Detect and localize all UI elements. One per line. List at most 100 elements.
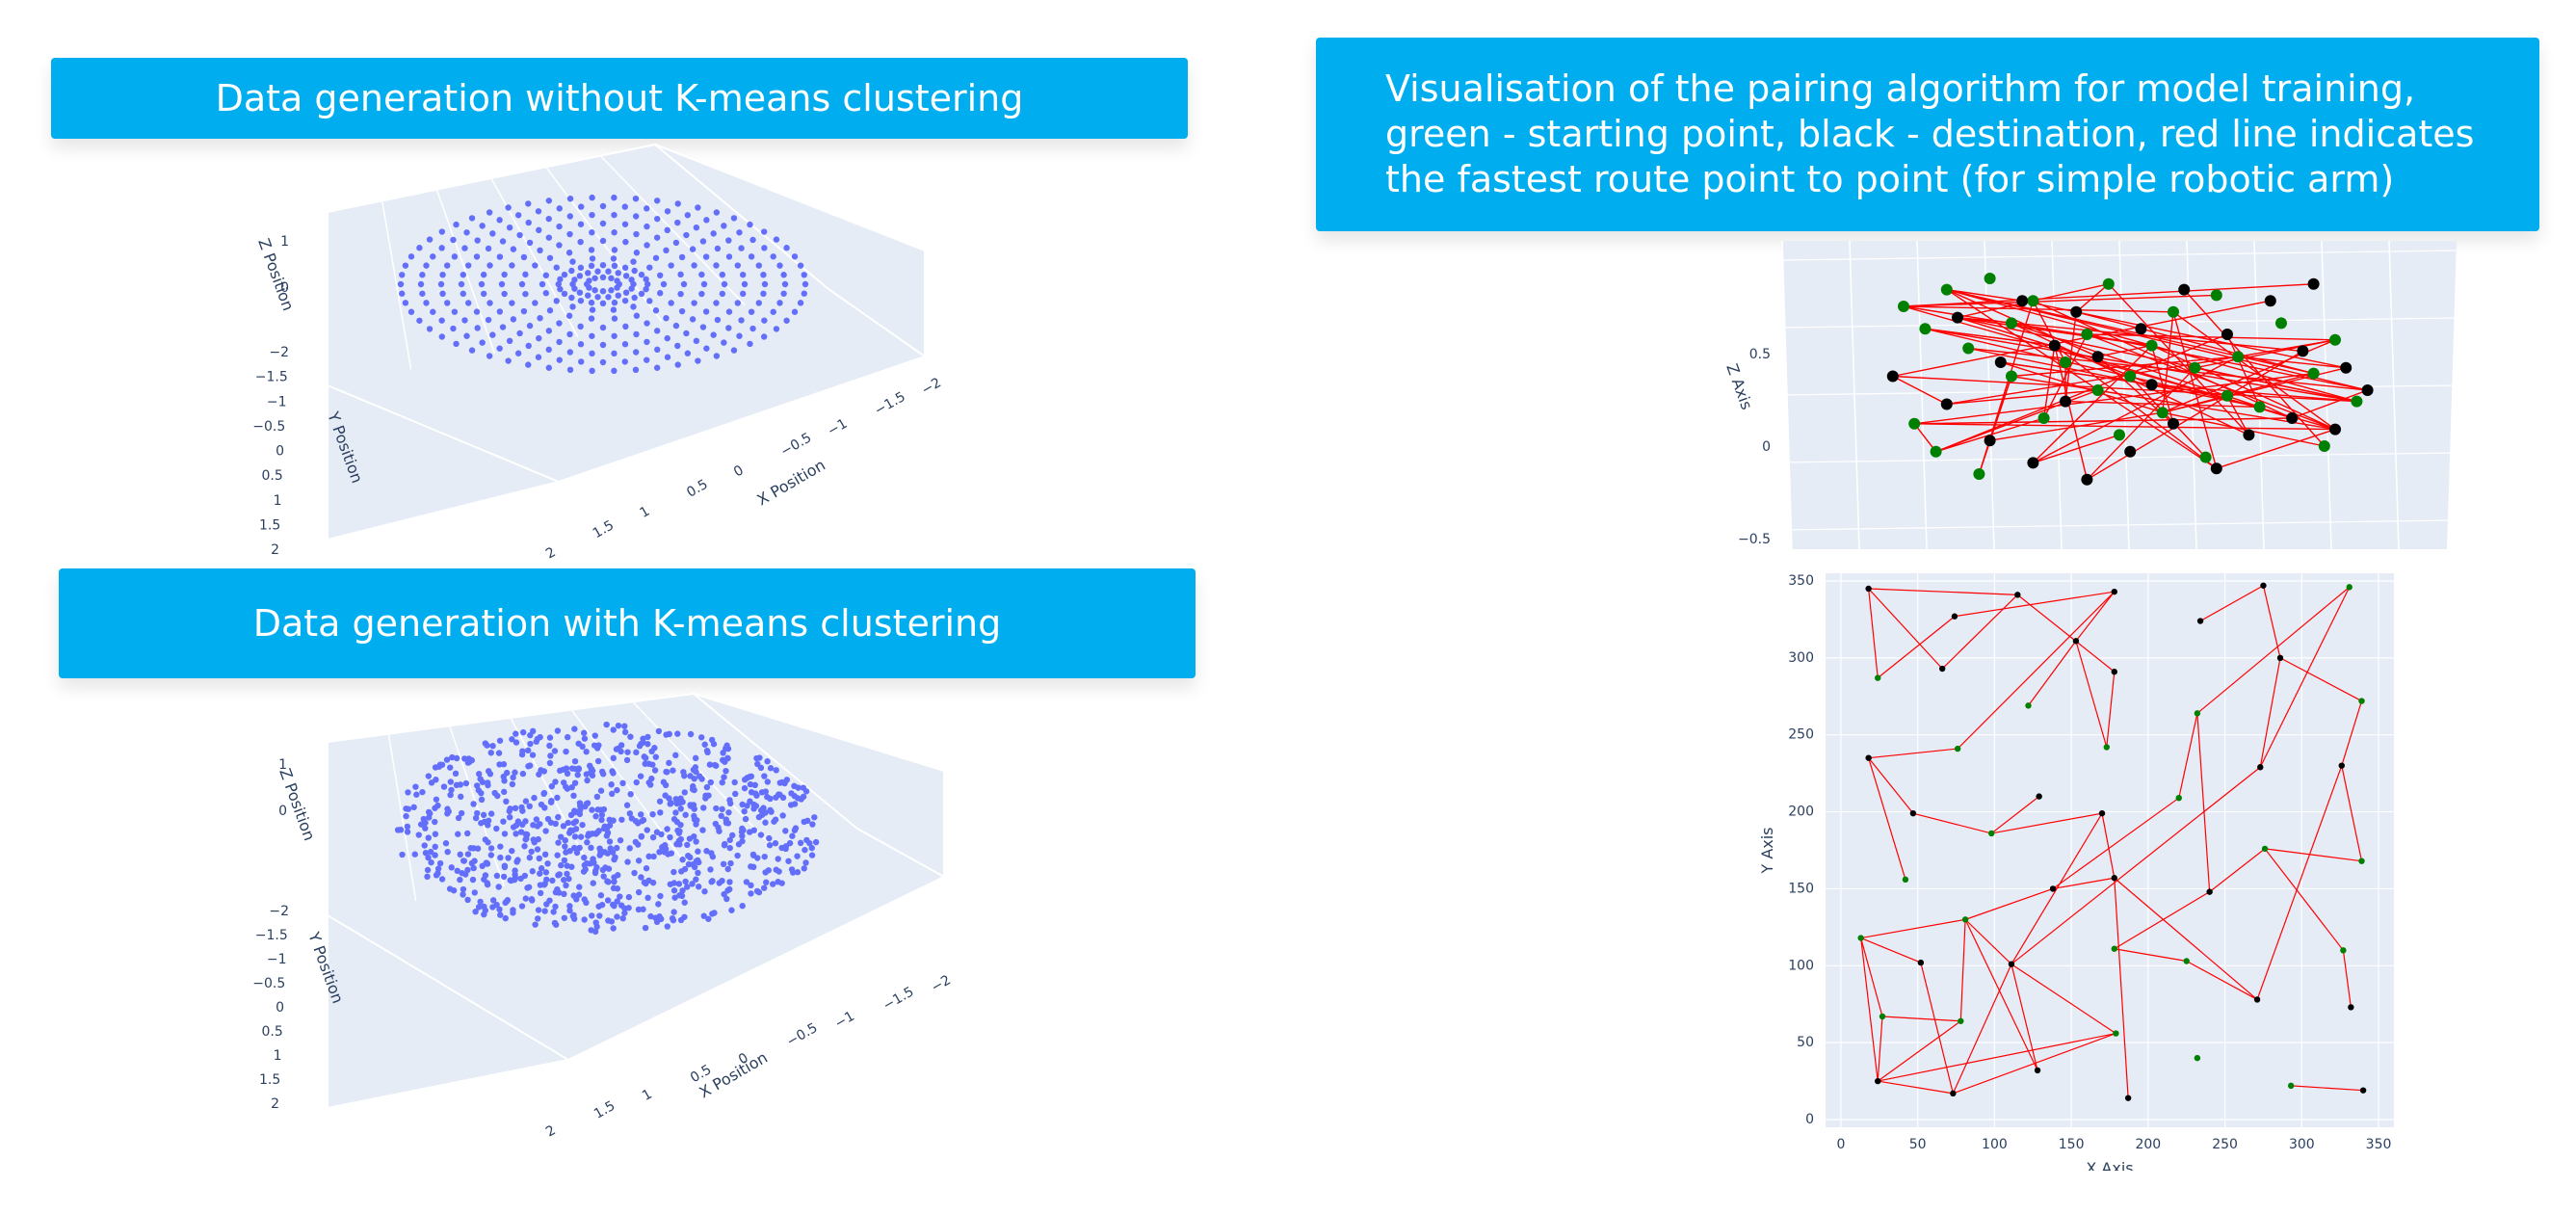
route-plot-2d[interactable]: 0 50 100 150 200 250 300 350 0 50 100 150 200 250 300 3… bbox=[1753, 568, 2418, 1171]
route-line bbox=[1914, 372, 2314, 425]
route-line bbox=[2054, 345, 2089, 480]
black-point bbox=[2276, 654, 2284, 662]
data-point bbox=[517, 829, 525, 835]
scatter3d-with-kmeans[interactable]: 21.510.50−0.5 −1−1.5 −2−2−1.5−1−0.500.511.… bbox=[241, 684, 973, 1147]
data-point bbox=[461, 245, 468, 251]
data-point bbox=[638, 833, 644, 840]
x-tick-label: 1.5 bbox=[591, 1098, 618, 1122]
y-tick-label: 350 bbox=[1788, 573, 1814, 589]
route-line bbox=[1946, 288, 2368, 391]
data-point bbox=[762, 809, 769, 816]
data-point bbox=[644, 320, 650, 327]
green-point bbox=[2329, 333, 2341, 346]
data-point bbox=[792, 825, 800, 831]
black-point bbox=[2048, 339, 2061, 352]
route-line bbox=[2087, 333, 2368, 391]
data-point bbox=[566, 230, 573, 238]
data-point bbox=[591, 275, 598, 281]
data-point bbox=[609, 849, 617, 856]
route-line bbox=[1946, 389, 2098, 406]
data-point bbox=[724, 865, 731, 873]
y-axis-title: Y Axis bbox=[1758, 827, 1776, 874]
data-point bbox=[725, 308, 733, 315]
data-point bbox=[510, 316, 517, 323]
data-point bbox=[673, 818, 681, 826]
data-point bbox=[712, 820, 719, 828]
scatter3d-without-kmeans[interactable]: 2 1.5 1 0.5 0 −0.5 −1 −1.5 −2 −2 −1.5 −1 −0.5 0 0.5 1 1.… bbox=[231, 135, 963, 559]
data-point bbox=[439, 271, 446, 278]
data-point bbox=[653, 328, 661, 334]
route-line bbox=[1952, 963, 2012, 1095]
data-point bbox=[623, 756, 631, 764]
route-line bbox=[1892, 375, 2357, 403]
data-point bbox=[444, 810, 451, 817]
data-point bbox=[577, 297, 585, 304]
data-point bbox=[644, 894, 651, 902]
data-point bbox=[584, 777, 591, 784]
route-line bbox=[1964, 919, 2038, 1071]
data-point bbox=[460, 271, 467, 278]
data-point bbox=[724, 887, 731, 894]
data-point bbox=[700, 280, 708, 288]
data-point bbox=[676, 892, 683, 899]
data-point bbox=[479, 339, 486, 346]
grid-line bbox=[448, 726, 506, 887]
route-line bbox=[2151, 344, 2336, 431]
data-point bbox=[658, 831, 665, 838]
z-tick-label: 1 bbox=[278, 757, 287, 773]
data-point bbox=[719, 290, 726, 298]
route-line bbox=[2264, 848, 2344, 951]
data-point bbox=[614, 913, 620, 920]
data-point bbox=[525, 200, 532, 207]
data-point bbox=[668, 800, 674, 806]
data-point bbox=[611, 229, 618, 236]
data-point bbox=[472, 814, 480, 822]
data-point bbox=[698, 271, 705, 278]
data-point bbox=[677, 916, 685, 924]
route-line bbox=[2075, 591, 2116, 642]
data-point bbox=[555, 839, 562, 846]
data-point bbox=[647, 912, 654, 920]
route-line bbox=[2087, 333, 2336, 341]
data-point bbox=[707, 779, 714, 786]
data-point bbox=[653, 364, 661, 371]
data-point bbox=[611, 262, 618, 270]
green-point bbox=[2006, 317, 2017, 330]
data-point bbox=[417, 280, 425, 288]
data-point bbox=[452, 770, 460, 778]
black-point bbox=[2286, 412, 2299, 424]
data-point bbox=[741, 784, 749, 792]
data-point bbox=[672, 809, 679, 816]
black-point bbox=[2145, 379, 2158, 391]
data-point bbox=[473, 308, 481, 315]
data-point bbox=[729, 831, 736, 839]
data-point bbox=[464, 300, 472, 306]
data-point bbox=[605, 268, 612, 275]
data-point bbox=[480, 290, 487, 298]
data-point bbox=[416, 245, 423, 251]
data-point bbox=[509, 847, 515, 855]
data-point bbox=[689, 246, 697, 252]
data-point bbox=[486, 353, 493, 359]
grid-line bbox=[2051, 241, 2063, 549]
data-point bbox=[660, 779, 668, 785]
grid-line bbox=[599, 155, 746, 306]
data-point bbox=[605, 294, 612, 301]
route-line bbox=[2075, 641, 2108, 748]
data-point bbox=[487, 810, 495, 817]
data-point bbox=[463, 332, 470, 339]
data-point bbox=[645, 853, 652, 860]
black-point bbox=[2091, 351, 2104, 363]
data-point bbox=[557, 767, 564, 775]
data-point bbox=[716, 880, 723, 886]
data-point bbox=[518, 280, 526, 288]
x-tick-label: 250 bbox=[2212, 1137, 2238, 1152]
data-point bbox=[748, 253, 755, 260]
data-point bbox=[808, 852, 816, 858]
data-point bbox=[562, 837, 568, 844]
data-point bbox=[571, 757, 579, 765]
data-point bbox=[500, 873, 508, 881]
route-line bbox=[2033, 300, 2293, 419]
data-point bbox=[674, 827, 681, 834]
